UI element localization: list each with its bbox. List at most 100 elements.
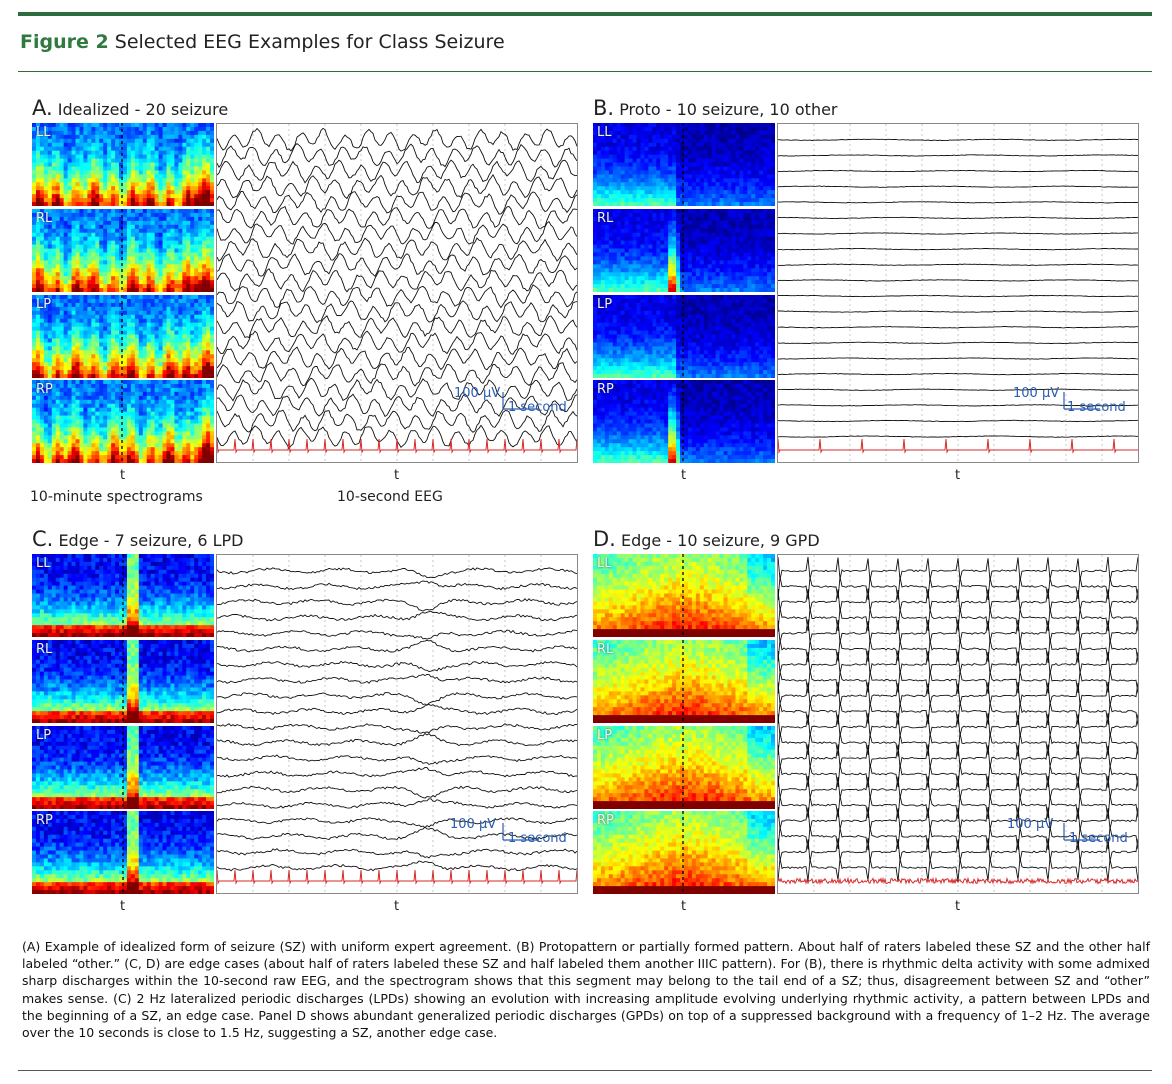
eeg-t-label: t: [955, 899, 961, 914]
eeg-channel-trace: [216, 330, 578, 355]
channel-label: RL: [36, 211, 53, 226]
eeg-t-label: t: [955, 468, 961, 483]
scale-time: 1 second: [508, 400, 567, 415]
eeg-channel-trace: [777, 775, 1139, 799]
eeg-channel-trace: [777, 588, 1139, 612]
panel-title: Edge - 10 seizure, 9 GPD: [620, 531, 820, 550]
eeg-channel-trace: [777, 404, 1139, 407]
spectrogram-t-label: t: [681, 899, 687, 914]
bottom-rule: [18, 1070, 1152, 1071]
figure-label: Figure 2: [20, 31, 109, 53]
eeg-caption: 10-second EEG: [337, 489, 443, 505]
ekg-trace: [777, 876, 1139, 886]
ekg-trace: [216, 438, 578, 454]
spectrogram-t-label: t: [120, 899, 126, 914]
panel-letter: A.: [32, 96, 53, 120]
spectrogram-lp: LP: [593, 295, 776, 379]
spectrogram-ll: LL: [593, 554, 776, 638]
eeg-channel-trace: [778, 169, 1139, 173]
eeg-channel-trace: [216, 393, 578, 418]
channel-label: LL: [36, 556, 51, 571]
panel-title: Idealized - 20 seizure: [57, 100, 229, 119]
eeg-channel-trace: [216, 598, 578, 612]
scale-amplitude: 100 μV: [450, 817, 497, 832]
eeg-channel-trace: [216, 220, 578, 245]
eeg-channel-trace: [216, 268, 578, 293]
eeg-traces: [777, 123, 1139, 463]
panel-heading: A. Idealized - 20 seizure: [32, 96, 228, 120]
eeg-channel-trace: [217, 798, 578, 809]
panel-letter: D.: [593, 527, 616, 551]
spectrogram-lp: LP: [32, 726, 215, 810]
eeg-channel-trace: [216, 190, 578, 215]
eeg-channel-trace: [777, 154, 1139, 157]
eeg-channel-trace: [216, 300, 578, 324]
eeg-channel-trace: [216, 692, 578, 706]
channel-label: RP: [597, 382, 614, 397]
eeg-channel-trace: [778, 247, 1138, 251]
eeg-channel-trace: [777, 435, 1138, 438]
eeg-channel-trace: [216, 143, 578, 169]
eeg-channel-trace: [216, 253, 578, 277]
eeg-channel-trace: [777, 216, 1139, 220]
panel-a: A. Idealized - 20 seizure LL RL LP RP 10…: [30, 96, 578, 506]
channel-label: LL: [597, 556, 612, 571]
eeg-channel-trace: [777, 232, 1139, 235]
channel-label: RL: [36, 642, 53, 657]
eeg-channel-trace: [777, 263, 1139, 266]
panel-heading: D. Edge - 10 seizure, 9 GPD: [593, 527, 820, 551]
eeg-channel-trace: [777, 681, 1139, 706]
eeg-channel-trace: [777, 806, 1139, 831]
spectrogram-lp: LP: [593, 726, 776, 810]
eeg-channel-trace: [216, 205, 578, 229]
eeg-channel-trace: [216, 767, 578, 778]
eeg-channel-trace: [777, 556, 1139, 581]
panel-title: Proto - 10 seizure, 10 other: [619, 100, 838, 119]
channel-label: LP: [36, 728, 52, 743]
channel-label: LL: [597, 125, 612, 140]
figure-title: Figure 2 Selected EEG Examples for Class…: [20, 31, 505, 53]
spectrogram-rp: RP: [593, 811, 776, 895]
eeg-channel-trace: [777, 419, 1139, 423]
channel-label: LP: [597, 728, 613, 743]
eeg-channel-trace: [216, 826, 578, 841]
spectrogram-rl: RL: [593, 209, 776, 293]
eeg-channel-trace: [777, 138, 1138, 141]
spectrogram-t-label: t: [681, 468, 687, 483]
eeg-channel-trace: [216, 173, 578, 200]
eeg-traces: [216, 123, 578, 463]
eeg-channel-trace: [777, 185, 1139, 188]
top-rule: [18, 12, 1152, 16]
eeg-channel-trace: [216, 361, 578, 387]
eeg-channel-trace: [216, 673, 578, 684]
scale-time: 1 second: [508, 831, 567, 846]
channel-label: RL: [597, 642, 614, 657]
eeg-channel-trace: [217, 785, 578, 799]
spectrogram-caption: 10-minute spectrograms: [30, 489, 203, 505]
channel-label: LL: [36, 125, 51, 140]
panel-d: D. Edge - 10 seizure, 9 GPD LL RL LP RP …: [593, 527, 1139, 937]
eeg-channel-trace: [777, 294, 1139, 298]
eeg-channel-trace: [216, 660, 578, 672]
eeg-channel-trace: [777, 388, 1139, 391]
eeg-channel-trace: [777, 357, 1139, 360]
eeg-channel-trace: [216, 159, 578, 184]
eeg-channel-trace: [216, 377, 578, 402]
figure-title-text: Selected EEG Examples for Class Seizure: [114, 31, 505, 53]
channel-label: RP: [36, 382, 53, 397]
eeg-channel-trace: [777, 576, 1139, 601]
eeg-channel-trace: [777, 201, 1139, 204]
eeg-channel-trace: [778, 326, 1138, 329]
eeg-channel-trace: [216, 315, 578, 339]
scale-time: 1 second: [1067, 400, 1126, 415]
eeg-channel-trace: [216, 409, 578, 433]
panel-c: C. Edge - 7 seizure, 6 LPD LL RL LP RP 1…: [32, 527, 578, 937]
eeg-channel-trace: [777, 341, 1139, 344]
eeg-channel-trace: [217, 610, 578, 622]
spectrogram-rl: RL: [32, 640, 215, 724]
eeg-channel-trace: [777, 701, 1139, 726]
eeg-channel-trace: [216, 284, 578, 309]
spectrogram-rp: RP: [32, 811, 215, 895]
eeg-channel-trace: [778, 310, 1139, 313]
eeg-channel-trace: [216, 580, 578, 591]
